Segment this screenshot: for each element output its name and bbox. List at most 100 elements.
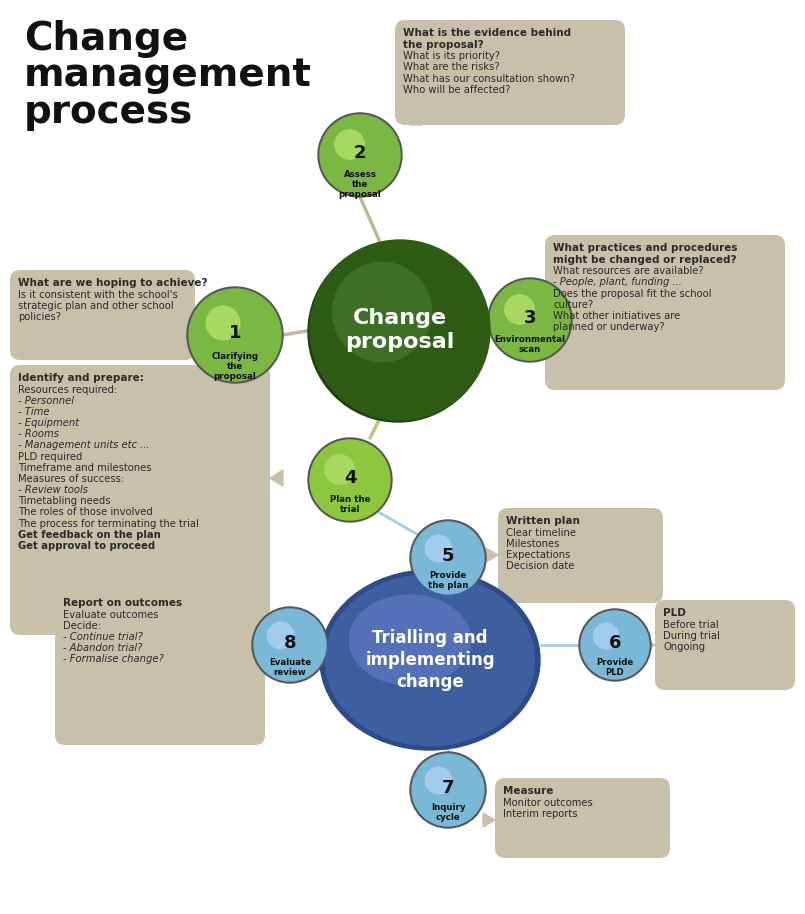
- Text: policies?: policies?: [18, 312, 61, 322]
- Circle shape: [412, 522, 484, 594]
- Text: - Management units etc ...: - Management units etc ...: [18, 441, 150, 451]
- Circle shape: [425, 767, 452, 793]
- Text: 3: 3: [524, 309, 536, 327]
- Circle shape: [410, 520, 486, 596]
- Text: Get feedback on the plan: Get feedback on the plan: [18, 530, 161, 539]
- Polygon shape: [643, 638, 655, 652]
- Text: PLD: PLD: [663, 608, 686, 618]
- Text: PLD: PLD: [605, 667, 625, 676]
- Circle shape: [254, 609, 326, 681]
- Text: proposal: proposal: [213, 372, 256, 381]
- Text: cycle: cycle: [436, 813, 460, 823]
- Circle shape: [206, 306, 240, 340]
- Text: - Time: - Time: [18, 407, 49, 417]
- Text: What other initiatives are: What other initiatives are: [553, 311, 680, 321]
- Text: 7: 7: [442, 779, 454, 797]
- Text: Measures of success:: Measures of success:: [18, 473, 124, 484]
- Circle shape: [579, 609, 651, 681]
- Text: culture?: culture?: [553, 300, 593, 310]
- Text: Inquiry: Inquiry: [431, 803, 465, 813]
- Text: might be changed or replaced?: might be changed or replaced?: [553, 255, 737, 265]
- Text: What resources are available?: What resources are available?: [553, 266, 704, 276]
- Text: What are the risks?: What are the risks?: [403, 62, 500, 72]
- Text: - People, plant, funding ...: - People, plant, funding ...: [553, 278, 682, 287]
- Text: 2: 2: [353, 143, 366, 162]
- Circle shape: [368, 290, 440, 362]
- FancyBboxPatch shape: [55, 590, 265, 745]
- FancyBboxPatch shape: [495, 778, 670, 858]
- Text: Get approval to proceed: Get approval to proceed: [18, 541, 155, 551]
- FancyBboxPatch shape: [498, 508, 663, 603]
- Text: proposal: proposal: [339, 190, 382, 198]
- Text: What is its priority?: What is its priority?: [403, 51, 500, 61]
- Text: - Formalise change?: - Formalise change?: [63, 654, 163, 664]
- Text: Does the proposal fit the school: Does the proposal fit the school: [553, 289, 712, 299]
- Text: Monitor outcomes: Monitor outcomes: [503, 798, 592, 808]
- Text: Change
management
process: Change management process: [24, 20, 312, 131]
- Circle shape: [425, 536, 452, 562]
- Circle shape: [324, 455, 354, 484]
- Text: Provide: Provide: [429, 571, 467, 580]
- Circle shape: [332, 262, 431, 362]
- Polygon shape: [486, 548, 498, 562]
- Polygon shape: [265, 638, 278, 652]
- Text: - Continue trial?: - Continue trial?: [63, 632, 142, 642]
- Text: Decide:: Decide:: [63, 621, 101, 631]
- Text: - Equipment: - Equipment: [18, 418, 79, 428]
- Circle shape: [308, 438, 392, 522]
- Polygon shape: [400, 112, 422, 125]
- Text: Decision date: Decision date: [506, 561, 575, 571]
- Circle shape: [187, 287, 283, 383]
- Text: Clear timeline: Clear timeline: [506, 527, 576, 537]
- Text: The process for terminating the trial: The process for terminating the trial: [18, 518, 199, 528]
- Text: Timetabling needs: Timetabling needs: [18, 496, 110, 506]
- Ellipse shape: [325, 575, 535, 746]
- Text: Expectations: Expectations: [506, 550, 571, 560]
- Text: Is it consistent with the school's: Is it consistent with the school's: [18, 290, 178, 300]
- Text: 6: 6: [609, 634, 621, 653]
- FancyBboxPatch shape: [10, 365, 270, 635]
- Text: scan: scan: [519, 345, 541, 354]
- Text: - Personnel: - Personnel: [18, 396, 74, 406]
- Polygon shape: [270, 470, 283, 486]
- Circle shape: [324, 253, 477, 407]
- Text: Report on outcomes: Report on outcomes: [63, 598, 182, 608]
- Text: 4: 4: [344, 469, 357, 487]
- FancyBboxPatch shape: [10, 270, 195, 360]
- Text: the plan: the plan: [427, 581, 469, 590]
- Text: Before trial: Before trial: [663, 620, 719, 630]
- Text: Interim reports: Interim reports: [503, 809, 577, 819]
- Circle shape: [320, 115, 400, 195]
- Text: Trialling and
implementing
change: Trialling and implementing change: [365, 629, 495, 691]
- Text: Identify and prepare:: Identify and prepare:: [18, 373, 144, 383]
- Text: Measure: Measure: [503, 786, 553, 796]
- Circle shape: [490, 280, 570, 360]
- Text: trial: trial: [340, 505, 360, 514]
- Circle shape: [581, 611, 649, 679]
- Text: the: the: [227, 362, 243, 371]
- Circle shape: [412, 754, 484, 826]
- Circle shape: [344, 270, 460, 387]
- Circle shape: [308, 242, 488, 422]
- Text: The roles of those involved: The roles of those involved: [18, 507, 153, 517]
- Text: Change
proposal: Change proposal: [345, 308, 455, 353]
- Text: Evaluate: Evaluate: [269, 658, 311, 667]
- Polygon shape: [195, 300, 210, 320]
- Text: the: the: [352, 180, 368, 188]
- Text: Ongoing: Ongoing: [663, 642, 705, 652]
- Circle shape: [410, 752, 486, 828]
- Text: Who will be affected?: Who will be affected?: [403, 85, 510, 95]
- Text: Plan the: Plan the: [330, 494, 370, 504]
- Ellipse shape: [349, 595, 470, 685]
- Circle shape: [252, 607, 328, 683]
- Text: - Rooms: - Rooms: [18, 430, 59, 440]
- Text: Environmental: Environmental: [494, 335, 565, 344]
- Text: Provide: Provide: [597, 657, 634, 666]
- Text: 8: 8: [283, 634, 296, 652]
- Text: During trial: During trial: [663, 631, 720, 641]
- Circle shape: [488, 278, 572, 362]
- Circle shape: [505, 295, 535, 324]
- Text: Clarifying: Clarifying: [212, 352, 258, 361]
- Text: What has our consultation shown?: What has our consultation shown?: [403, 73, 575, 83]
- Circle shape: [189, 289, 281, 381]
